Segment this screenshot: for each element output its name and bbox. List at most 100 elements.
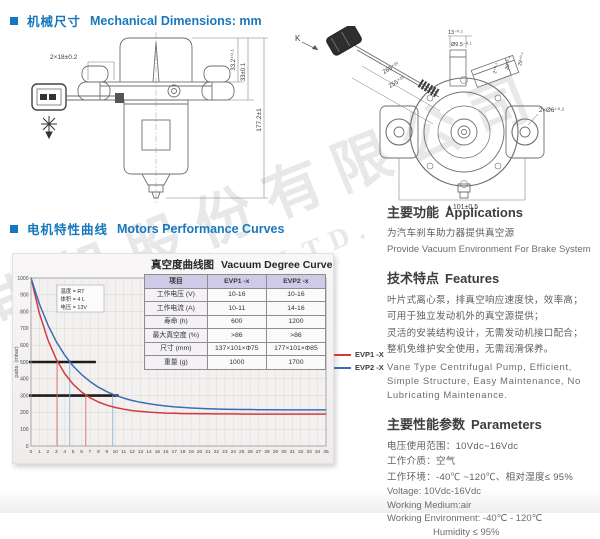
section-header-mechanical: 机械尺寸 Mechanical Dimensions: mm (10, 11, 262, 30)
y-tick-label: 300 (20, 393, 29, 399)
x-tick-label: 14 (146, 449, 152, 455)
spec-table-cell: 137×101×Φ75 (207, 342, 266, 356)
feature-line: 整机免维护安全使用，无需润滑保养。 (387, 342, 598, 359)
x-tick-label: 33 (306, 449, 312, 455)
features-title-zh: 技术特点 (387, 271, 439, 286)
y-tick-label: 700 (20, 326, 29, 332)
test-condition: 体积 = 4 L (61, 295, 85, 303)
x-tick-label: 35 (323, 449, 329, 455)
test-condition: 电压 = 13V (61, 303, 88, 311)
y-tick-label: 600 (20, 343, 29, 349)
spec-table-cell: 14-16 (266, 302, 325, 316)
pump-side-view-drawing: 2×18±0.2 33.2⁺⁰·¹ 33±0.1 177.2±1 (16, 28, 288, 208)
x-tick-label: 9 (106, 449, 109, 455)
parameters-title-zh: 主要性能参数 (387, 417, 465, 432)
x-tick-label: 20 (197, 449, 203, 455)
dim-total-height: 177.2±1 (256, 108, 263, 132)
y-tick-label: 1000 (17, 276, 28, 282)
spec-table-cell: 1000 (207, 356, 266, 370)
x-tick-label: 27 (256, 449, 262, 455)
chart-legend: EVP1 -X EVP2 -X (334, 350, 384, 372)
spec-table-cell: >86 (266, 329, 325, 343)
feature-line: 叶片式离心泵，排真空响应速度快，效率高； (387, 293, 598, 310)
section-header-curves: 电机特性曲线 Motors Performance Curves (10, 219, 284, 238)
y-tick-label: 900 (20, 293, 29, 299)
x-tick-label: 1 (38, 449, 41, 455)
spec-table-cell: 1200 (266, 315, 325, 329)
parameter-line-en: Voltage: 10Vdc-16Vdc (387, 485, 598, 499)
x-tick-label: 11 (121, 449, 126, 455)
x-tick-label: 16 (163, 449, 169, 455)
feature-line: 可用于独立发动机外的真空源提供； (387, 309, 598, 326)
y-tick-label: 100 (20, 427, 29, 433)
applications-title-zh: 主要功能 (387, 205, 439, 220)
pump-front-view-drawing: K 265⁺¹⁰ 255⁺¹⁰ 13⁻⁰·¹ Ø9.5⁻⁰·¹ 2⁺⁰·¹ 20… (288, 26, 600, 212)
legend-label: EVP2 -X (355, 363, 384, 372)
x-tick-label: 28 (264, 449, 270, 455)
header-mechanical-zh: 机械尺寸 (27, 11, 81, 30)
parameters-title-en: Parameters (471, 417, 542, 432)
x-tick-label: 32 (298, 449, 304, 455)
spec-table-cell: 重量 (g) (145, 356, 208, 370)
y-tick-label: 500 (20, 360, 29, 366)
square-bullet-icon (10, 225, 18, 233)
spec-table-cell: >86 (207, 329, 266, 343)
parameter-line-en: Working Medium:air (387, 499, 598, 513)
x-tick-label: 0 (30, 449, 33, 455)
spec-table-cell: 工作电流 (A) (145, 302, 208, 316)
x-tick-label: 22 (214, 449, 220, 455)
y-tick-label: 200 (20, 410, 29, 416)
x-tick-label: 18 (180, 449, 186, 455)
x-tick-label: 31 (290, 449, 296, 455)
dim-view-k: K (295, 34, 301, 43)
spec-table-cell: 600 (207, 315, 266, 329)
spec-table-header: EVP2 -x (266, 275, 325, 289)
x-tick-label: 6 (80, 449, 83, 455)
x-tick-label: 4 (63, 449, 66, 455)
legend-label: EVP1 -X (355, 350, 384, 359)
parameter-line-en: Working Environment: -40℃ - 120℃ (387, 512, 598, 526)
x-tick-label: 30 (281, 449, 287, 455)
y-tick-label: 0 (26, 444, 29, 450)
x-tick-label: 13 (138, 449, 144, 455)
dim-port-diameter: Ø9.5⁻⁰·¹ (451, 41, 472, 48)
spec-table-cell: 10-16 (266, 288, 325, 302)
x-tick-label: 34 (315, 449, 321, 455)
x-tick-label: 15 (155, 449, 161, 455)
parameter-line: 电压使用范围：10Vdc~16Vdc (387, 439, 598, 455)
header-mechanical-en: Mechanical Dimensions: mm (90, 14, 262, 28)
x-tick-label: 17 (172, 449, 178, 455)
dim-cable-255: 255⁺¹⁰ (388, 75, 407, 90)
x-tick-label: 29 (273, 449, 279, 455)
applications-zh: 为汽车刹车助力器提供真空源 (387, 227, 598, 240)
x-tick-label: 12 (129, 449, 135, 455)
features-en: Vane Type Centrifugal Pump, Efficient, S… (387, 361, 598, 403)
dim-height-33: 33±0.1 (241, 62, 247, 81)
feature-line: 灵活的安装结构设计，无需发动机接口配合； (387, 326, 598, 343)
spec-table-cell: 最大真空度 (%) (145, 329, 208, 343)
legend-swatch-icon (334, 367, 351, 369)
x-tick-label: 8 (97, 449, 100, 455)
dim-port-length: 13⁻⁰·¹ (448, 29, 463, 36)
spec-table-header: 项目 (145, 275, 208, 289)
spec-table-cell: 177×101×Φ85 (266, 342, 325, 356)
spec-table-cell: 10-16 (207, 288, 266, 302)
x-tick-label: 21 (205, 449, 211, 455)
features-title-en: Features (445, 271, 499, 286)
x-tick-label: 5 (72, 449, 75, 455)
spec-table-row: 最大真空度 (%)>86>86 (145, 329, 326, 343)
parameter-line: 工作环境：-40℃ ~120℃、相对湿度≤ 95% (387, 470, 598, 486)
x-tick-label: 2 (47, 449, 50, 455)
applications-en: Provide Vacuum Environment For Brake Sys… (387, 243, 598, 257)
x-tick-label: 3 (55, 449, 58, 455)
parameter-line-en: Humidity ≤ 95% (387, 526, 598, 539)
x-tick-label: 26 (247, 449, 253, 455)
spec-table-cell: 10-11 (207, 302, 266, 316)
parameter-line: 工作介质：空气 (387, 454, 598, 470)
square-bullet-icon (10, 17, 18, 25)
